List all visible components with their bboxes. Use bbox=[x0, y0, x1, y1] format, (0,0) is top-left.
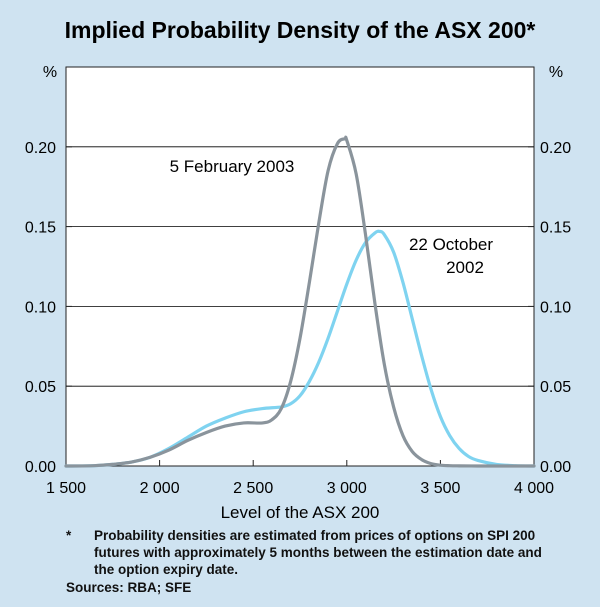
y-tick-label-left: 0.05 bbox=[25, 379, 56, 396]
series-label-oct-2002-line1: 22 October bbox=[409, 235, 493, 254]
series-label-oct-2002-line2: 2002 bbox=[446, 258, 484, 277]
x-tick-label: 1 500 bbox=[46, 480, 86, 497]
y-tick-label-right: 0.10 bbox=[540, 299, 571, 316]
y-tick-label-right: 0.15 bbox=[540, 220, 571, 237]
y-tick-label-left: 0.10 bbox=[25, 299, 56, 316]
x-tick-label: 3 000 bbox=[327, 480, 367, 497]
x-tick-label: 3 500 bbox=[420, 480, 460, 497]
y-tick-label-right: 0.05 bbox=[540, 379, 571, 396]
x-tick-label: 2 500 bbox=[233, 480, 273, 497]
plot-frame bbox=[65, 66, 535, 467]
series-label-feb-2003: 5 February 2003 bbox=[170, 157, 295, 176]
x-axis-label: Level of the ASX 200 bbox=[221, 503, 380, 522]
y-tick-label-left: 0.15 bbox=[25, 220, 56, 237]
x-tick-label: 4 000 bbox=[514, 480, 554, 497]
series-lines bbox=[64, 135, 536, 468]
series-line-oct-2002 bbox=[64, 229, 536, 468]
y-tick-label-left: 0.20 bbox=[25, 140, 56, 157]
sources: Sources: RBA; SFE bbox=[66, 580, 192, 595]
chart-title: Implied Probability Density of the ASX 2… bbox=[65, 17, 536, 43]
axis-ticks: 0.00 0.00 0.05 0.05 0.10 0.10 0.15 0.15 0.20 0.20… bbox=[25, 140, 571, 497]
grid bbox=[66, 146, 534, 387]
y-axis-unit-left: % bbox=[43, 64, 57, 81]
y-tick-label-right: 0.00 bbox=[540, 459, 571, 476]
series-line-feb-2003 bbox=[64, 135, 536, 468]
footnote-marker: * bbox=[66, 528, 72, 543]
footnote-text: Probability densities are estimated from… bbox=[94, 528, 542, 577]
x-tick-label: 2 000 bbox=[140, 480, 180, 497]
y-tick-label-left: 0.00 bbox=[25, 459, 56, 476]
y-axis-unit-right: % bbox=[549, 64, 563, 81]
y-tick-label-right: 0.20 bbox=[540, 140, 571, 157]
